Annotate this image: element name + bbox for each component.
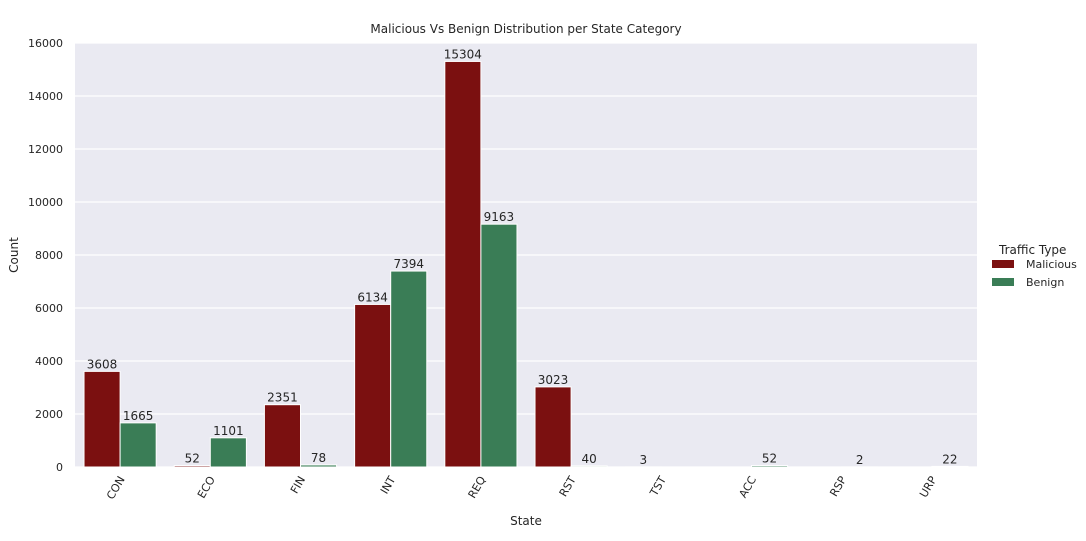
- bar-malicious-con: [84, 371, 120, 467]
- bar-benign-urp: [932, 466, 968, 467]
- data-label: 9163: [484, 210, 515, 224]
- x-tick-label: INT: [378, 474, 398, 496]
- y-axis-ticks: 0 2000 4000 6000 8000 10000 12000 14000 16000: [28, 37, 63, 474]
- data-label: 15304: [444, 47, 482, 61]
- legend-label-malicious: Malicious: [1026, 258, 1077, 271]
- bar-malicious-rst: [535, 387, 571, 467]
- bar-malicious-eco: [174, 466, 210, 467]
- data-label: 52: [762, 452, 777, 466]
- bar-benign-int: [391, 271, 427, 467]
- x-tick-label: RST: [557, 474, 579, 499]
- bar-benign-fin: [301, 465, 337, 467]
- x-tick-label: FIN: [288, 474, 308, 496]
- data-label: 7394: [393, 257, 424, 271]
- bar-benign-con: [120, 423, 156, 467]
- data-label: 3023: [538, 373, 569, 387]
- y-tick-label: 4000: [35, 355, 63, 368]
- chart-title: Malicious Vs Benign Distribution per Sta…: [370, 22, 681, 36]
- data-label: 40: [581, 452, 596, 466]
- data-label: 2351: [267, 391, 298, 405]
- legend-swatch-benign: [992, 278, 1014, 286]
- bar-malicious-fin: [264, 405, 300, 467]
- data-label: 2: [856, 453, 864, 467]
- y-tick-label: 6000: [35, 302, 63, 315]
- x-tick-label: TST: [647, 474, 669, 499]
- legend: Traffic Type Malicious Benign: [992, 243, 1077, 289]
- y-tick-label: 16000: [28, 37, 63, 50]
- bar-malicious-int: [355, 304, 391, 467]
- data-label: 52: [185, 452, 200, 466]
- x-tick-label: RSP: [827, 474, 849, 499]
- data-label: 3: [639, 453, 647, 467]
- bar-benign-rst: [571, 466, 607, 467]
- x-tick-label: REQ: [466, 474, 489, 501]
- x-tick-label: CON: [104, 474, 128, 502]
- x-tick-label: URP: [917, 474, 940, 500]
- data-label: 22: [942, 452, 957, 466]
- y-tick-label: 12000: [28, 143, 63, 156]
- data-label: 1101: [213, 424, 244, 438]
- legend-label-benign: Benign: [1026, 276, 1064, 289]
- data-label: 1665: [123, 409, 154, 423]
- y-tick-label: 14000: [28, 90, 63, 103]
- x-axis-label: State: [510, 514, 542, 528]
- legend-title: Traffic Type: [998, 243, 1066, 257]
- bar-benign-req: [481, 224, 517, 467]
- x-tick-label: ECO: [195, 474, 218, 501]
- data-label: 3608: [87, 357, 118, 371]
- bar-malicious-req: [445, 61, 481, 467]
- data-label: 6134: [357, 290, 388, 304]
- y-axis-label: Count: [7, 237, 21, 273]
- legend-swatch-malicious: [992, 260, 1014, 268]
- data-label: 78: [311, 451, 326, 465]
- legend-items: Malicious Benign: [992, 258, 1077, 289]
- y-tick-label: 10000: [28, 196, 63, 209]
- x-tick-label: ACC: [736, 474, 759, 500]
- y-tick-label: 8000: [35, 249, 63, 262]
- y-tick-label: 0: [56, 461, 63, 474]
- y-tick-label: 2000: [35, 408, 63, 421]
- bar-benign-acc: [752, 466, 788, 467]
- bar-benign-eco: [210, 438, 246, 467]
- x-axis-ticks: CON ECO FIN INT REQ RST TST ACC RSP URP: [104, 474, 940, 502]
